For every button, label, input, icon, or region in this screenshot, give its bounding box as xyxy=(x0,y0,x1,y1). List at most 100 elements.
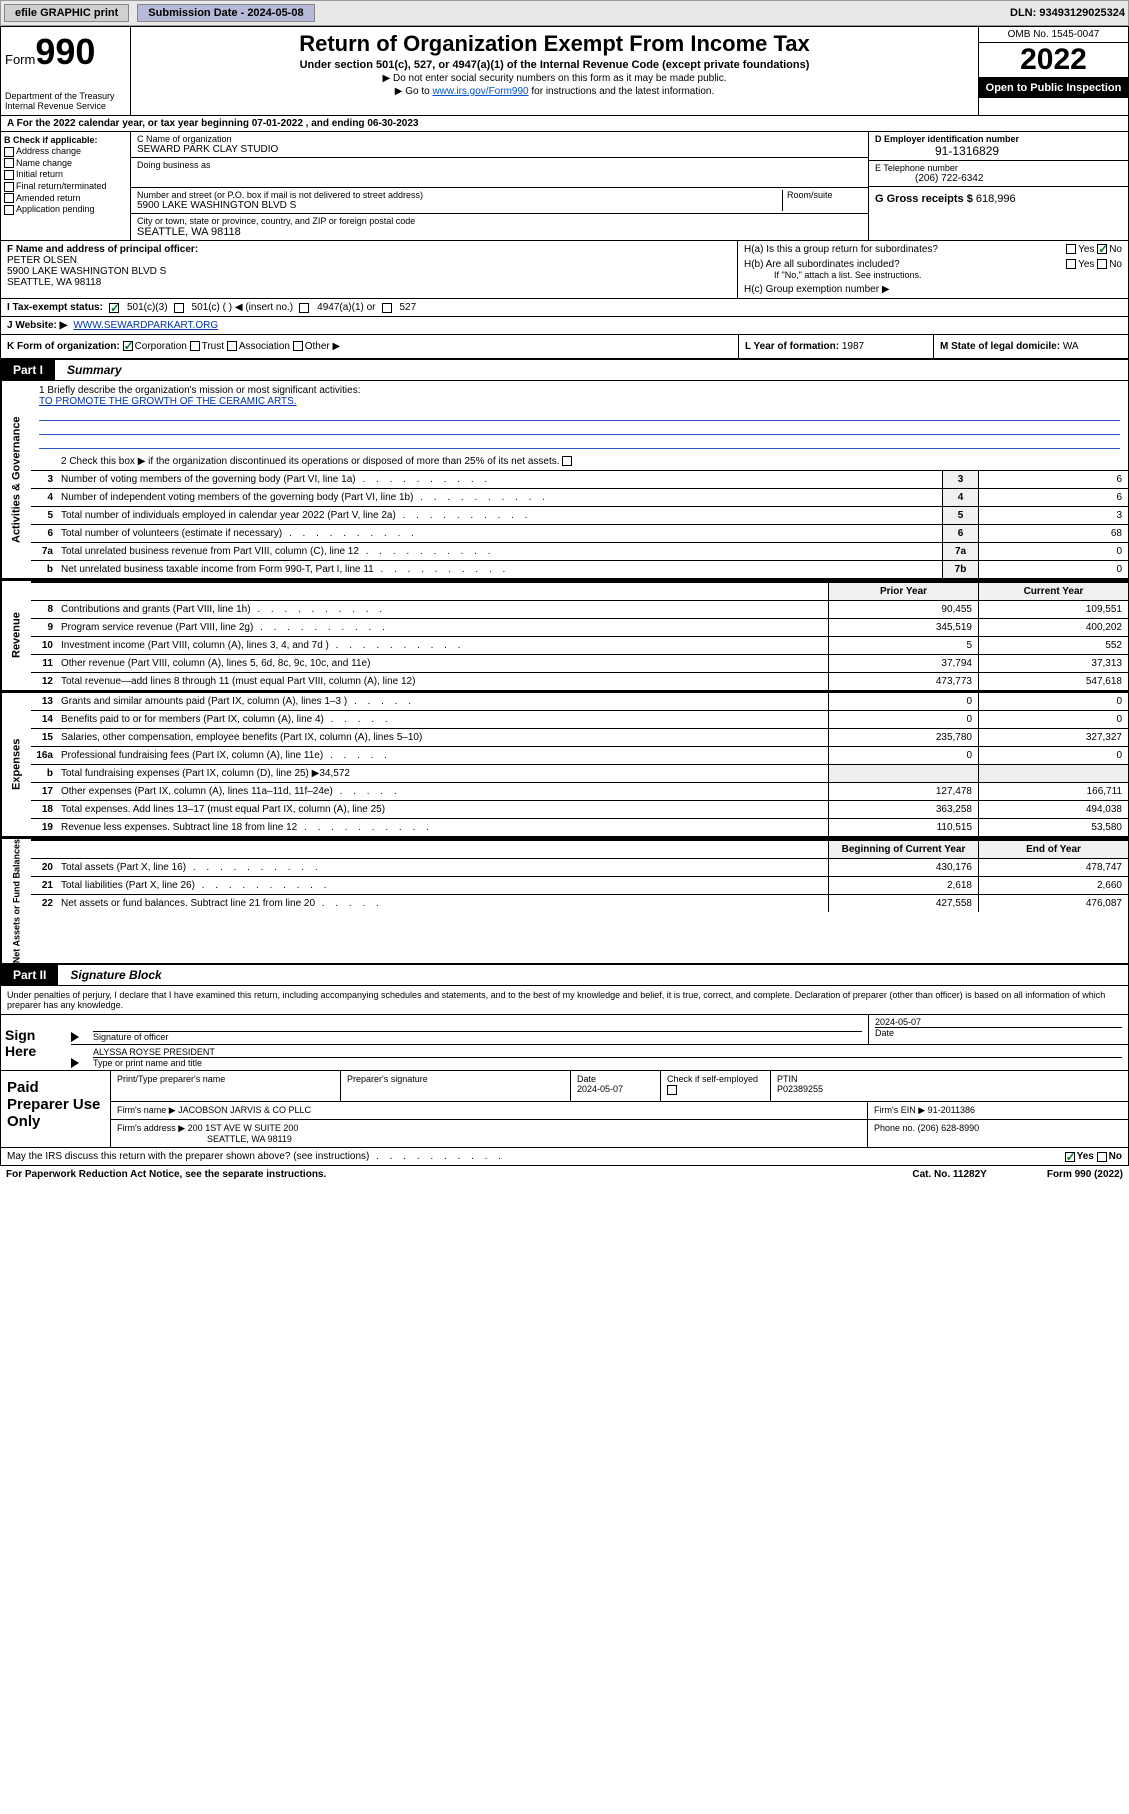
checkbox-hb-no[interactable] xyxy=(1097,259,1107,269)
line-17-current: 166,711 xyxy=(978,783,1128,800)
line-14-desc: Benefits paid to or for members (Part IX… xyxy=(57,711,828,728)
line-19-desc: Revenue less expenses. Subtract line 18 … xyxy=(57,819,828,836)
line-18-prior: 363,258 xyxy=(828,801,978,818)
col-prior-year: Prior Year xyxy=(828,583,978,600)
line-16a-current: 0 xyxy=(978,747,1128,764)
checkbox-other[interactable] xyxy=(293,341,303,351)
firm-phone-value: (206) 628-8990 xyxy=(918,1123,980,1133)
row-a-tax-year: A For the 2022 calendar year, or tax yea… xyxy=(0,116,1129,132)
checkbox-self-employed[interactable] xyxy=(667,1085,677,1095)
open-to-public: Open to Public Inspection xyxy=(979,78,1128,98)
line-6-val: 68 xyxy=(978,525,1128,542)
tab-activities-governance: Activities & Governance xyxy=(1,381,31,578)
line-7b-val: 0 xyxy=(978,561,1128,578)
line-18-current: 494,038 xyxy=(978,801,1128,818)
checkbox-address-change[interactable] xyxy=(4,147,14,157)
checkbox-application-pending[interactable] xyxy=(4,205,14,215)
checkbox-discuss-no[interactable] xyxy=(1097,1152,1107,1162)
firm-name-value: JACOBSON JARVIS & CO PLLC xyxy=(178,1105,311,1115)
line-21-beg: 2,618 xyxy=(828,877,978,894)
line-20-beg: 430,176 xyxy=(828,859,978,876)
line-7a-desc: Total unrelated business revenue from Pa… xyxy=(57,543,942,560)
checkbox-527[interactable] xyxy=(382,303,392,313)
checkbox-ha-no[interactable] xyxy=(1097,244,1107,254)
website-value[interactable]: WWW.SEWARDPARKART.ORG xyxy=(73,320,218,331)
ps-label: Preparer's signature xyxy=(347,1074,564,1084)
irs-link[interactable]: www.irs.gov/Form990 xyxy=(432,86,528,97)
line-14-prior: 0 xyxy=(828,711,978,728)
checkbox-discuss-yes[interactable] xyxy=(1065,1152,1075,1162)
line-18-desc: Total expenses. Add lines 13–17 (must eq… xyxy=(57,801,828,818)
checkbox-corporation[interactable] xyxy=(123,341,133,351)
checkbox-trust[interactable] xyxy=(190,341,200,351)
checkbox-501c[interactable] xyxy=(174,303,184,313)
line-20-desc: Total assets (Part X, line 16) xyxy=(57,859,828,876)
org-name: SEWARD PARK CLAY STUDIO xyxy=(137,144,862,155)
line-10-desc: Investment income (Part VIII, column (A)… xyxy=(57,637,828,654)
pt-label: Print/Type preparer's name xyxy=(117,1074,334,1084)
line-5-desc: Total number of individuals employed in … xyxy=(57,507,942,524)
line-5-val: 3 xyxy=(978,507,1128,524)
sig-officer-label: Signature of officer xyxy=(93,1031,862,1042)
arrow-icon xyxy=(71,1015,87,1044)
officer-addr2: SEATTLE, WA 98118 xyxy=(7,277,101,288)
submission-date-label: Submission Date - 2024-05-08 xyxy=(137,4,314,22)
hc-label: H(c) Group exemption number ▶ xyxy=(744,284,1122,295)
arrow-icon xyxy=(71,1045,87,1070)
line-13-desc: Grants and similar amounts paid (Part IX… xyxy=(57,693,828,710)
ha-label: H(a) Is this a group return for subordin… xyxy=(744,244,938,255)
officer-name: PETER OLSEN xyxy=(7,255,77,266)
line-19-current: 53,580 xyxy=(978,819,1128,836)
line-13-current: 0 xyxy=(978,693,1128,710)
org-name-label: C Name of organization xyxy=(137,134,862,144)
state-domicile-value: WA xyxy=(1063,341,1079,352)
line-15-prior: 235,780 xyxy=(828,729,978,746)
line-4-val: 6 xyxy=(978,489,1128,506)
paid-preparer-label: Paid Preparer Use Only xyxy=(1,1071,111,1147)
line-22-end: 476,087 xyxy=(978,895,1128,912)
sig-date-label: Date xyxy=(875,1027,1122,1038)
checkbox-final-return[interactable] xyxy=(4,182,14,192)
line-8-current: 109,551 xyxy=(978,601,1128,618)
ptin-label: PTIN xyxy=(777,1074,1122,1084)
efile-print-button[interactable]: efile GRAPHIC print xyxy=(4,4,129,22)
street-label: Number and street (or P.O. box if mail i… xyxy=(137,190,782,200)
checkbox-4947[interactable] xyxy=(299,303,309,313)
omb-number: OMB No. 1545-0047 xyxy=(979,27,1128,43)
line-13-prior: 0 xyxy=(828,693,978,710)
checkbox-name-change[interactable] xyxy=(4,158,14,168)
line-16a-prior: 0 xyxy=(828,747,978,764)
line-8-desc: Contributions and grants (Part VIII, lin… xyxy=(57,601,828,618)
line-16b-desc: Total fundraising expenses (Part IX, col… xyxy=(57,765,828,782)
cat-no: Cat. No. 11282Y xyxy=(912,1169,986,1180)
signature-declaration: Under penalties of perjury, I declare th… xyxy=(0,986,1129,1015)
hb-label: H(b) Are all subordinates included? xyxy=(744,259,900,270)
mission-text: TO PROMOTE THE GROWTH OF THE CERAMIC ART… xyxy=(39,396,1120,407)
line-4-desc: Number of independent voting members of … xyxy=(57,489,942,506)
checkbox-initial-return[interactable] xyxy=(4,170,14,180)
checkbox-ha-yes[interactable] xyxy=(1066,244,1076,254)
line-8-prior: 90,455 xyxy=(828,601,978,618)
line-7a-val: 0 xyxy=(978,543,1128,560)
line-10-prior: 5 xyxy=(828,637,978,654)
tab-expenses: Expenses xyxy=(1,693,31,836)
checkbox-hb-yes[interactable] xyxy=(1066,259,1076,269)
sig-name-label: Type or print name and title xyxy=(93,1057,1122,1068)
ein-label: D Employer identification number xyxy=(875,134,1122,144)
dln-label: DLN: 93493129025324 xyxy=(1010,7,1125,19)
checkbox-association[interactable] xyxy=(227,341,237,351)
city-value: SEATTLE, WA 98118 xyxy=(137,226,862,238)
checkbox-501c3[interactable] xyxy=(109,303,119,313)
line-9-prior: 345,519 xyxy=(828,619,978,636)
firm-addr-label: Firm's address ▶ xyxy=(117,1123,185,1133)
line-9-desc: Program service revenue (Part VIII, line… xyxy=(57,619,828,636)
box-b-header: B Check if applicable: xyxy=(4,135,127,145)
ptin-value: P02389255 xyxy=(777,1084,1122,1094)
street-value: 5900 LAKE WASHINGTON BLVD S xyxy=(137,200,782,211)
tab-revenue: Revenue xyxy=(1,581,31,690)
officer-label: F Name and address of principal officer: xyxy=(7,244,198,255)
line-12-prior: 473,773 xyxy=(828,673,978,690)
dba-label: Doing business as xyxy=(137,160,862,170)
checkbox-line2[interactable] xyxy=(562,456,572,466)
checkbox-amended[interactable] xyxy=(4,193,14,203)
